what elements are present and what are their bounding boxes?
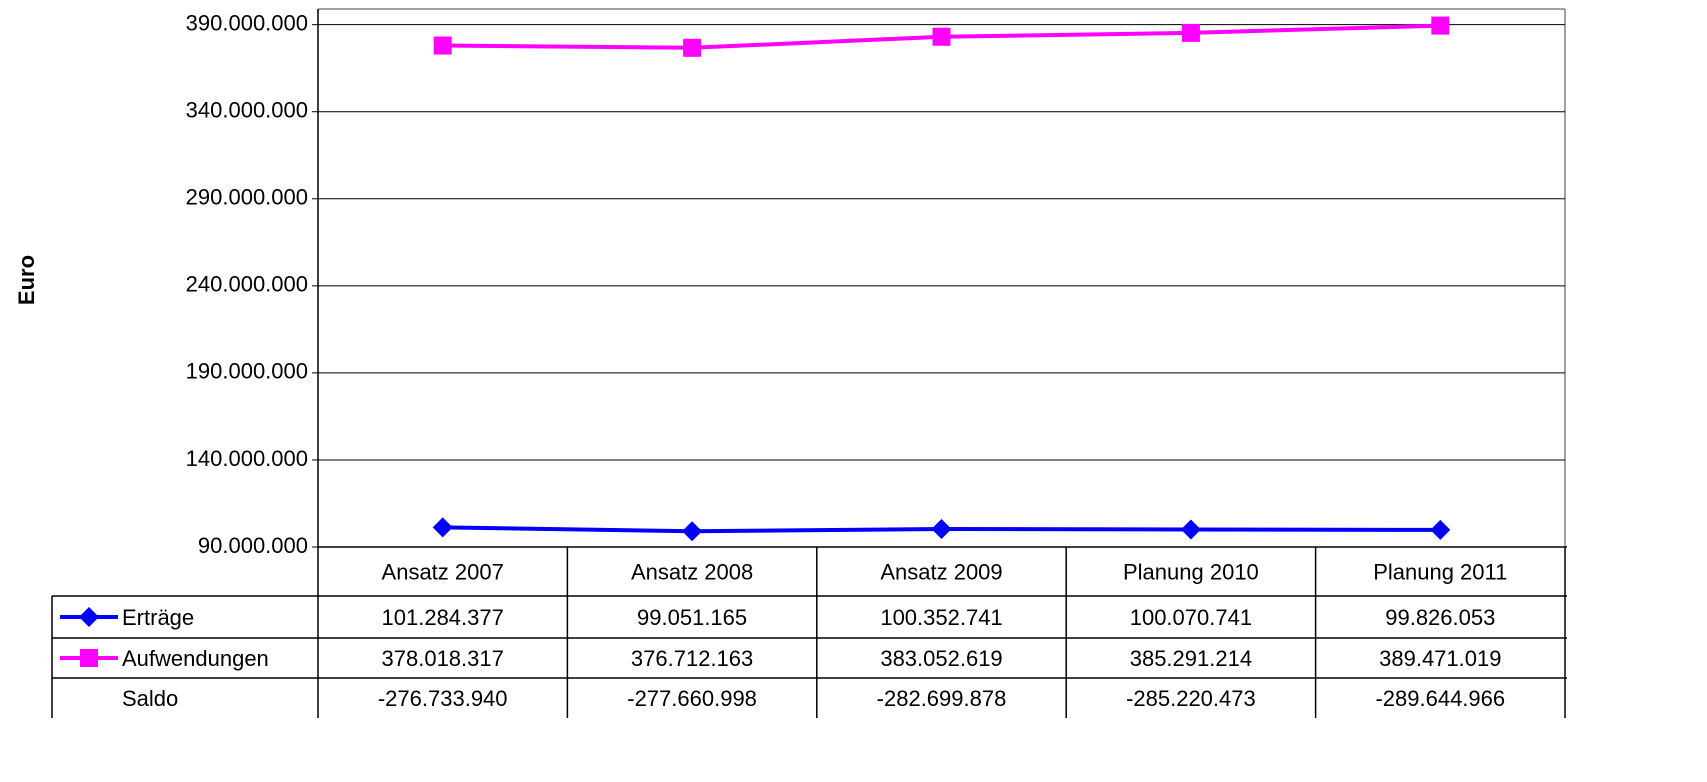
table-cell: -282.699.878: [877, 686, 1007, 711]
table-cell: 100.352.741: [880, 605, 1002, 630]
x-tick-label: Ansatz 2009: [880, 559, 1002, 584]
table-cell: 101.284.377: [382, 605, 504, 630]
table-cell: -285.220.473: [1126, 686, 1256, 711]
y-tick-label: 240.000.000: [186, 272, 308, 297]
point-marker: [433, 36, 452, 55]
x-tick-label: Ansatz 2007: [382, 559, 504, 584]
point-marker: [1430, 519, 1451, 540]
point-marker: [1181, 23, 1200, 42]
legend-marker: [80, 649, 98, 667]
point-marker: [432, 517, 453, 538]
table-cell: 383.052.619: [880, 646, 1002, 671]
y-axis-title: Euro: [14, 255, 39, 305]
table-cell: 99.826.053: [1385, 605, 1495, 630]
legend-label: Erträge: [122, 605, 194, 630]
x-tick-label: Ansatz 2008: [631, 559, 753, 584]
legend-marker: [79, 607, 99, 627]
y-tick-label: 140.000.000: [186, 446, 308, 471]
legend-label: Aufwendungen: [122, 646, 269, 671]
table-cell: -289.644.966: [1375, 686, 1505, 711]
table-cell: 99.051.165: [637, 605, 747, 630]
y-tick-label: 390.000.000: [186, 10, 308, 35]
point-marker: [683, 38, 702, 57]
table-cell: 100.070.741: [1130, 605, 1252, 630]
x-tick-label: Planung 2011: [1373, 559, 1507, 584]
y-tick-label: 190.000.000: [186, 359, 308, 384]
table-cell: 376.712.163: [631, 646, 753, 671]
table-cell: 389.471.019: [1379, 646, 1501, 671]
point-marker: [1180, 519, 1201, 540]
x-tick-label: Planung 2010: [1123, 559, 1259, 584]
y-tick-label: 290.000.000: [186, 185, 308, 210]
point-marker: [932, 27, 951, 46]
table-cell: -276.733.940: [378, 686, 508, 711]
y-tick-label: 340.000.000: [186, 98, 308, 123]
y-tick-label: 90.000.000: [198, 533, 308, 558]
point-marker: [682, 521, 703, 542]
table-cell: 378.018.317: [382, 646, 504, 671]
table-cell: -277.660.998: [627, 686, 757, 711]
table-cell: 385.291.214: [1130, 646, 1252, 671]
point-marker: [931, 518, 952, 539]
point-marker: [1431, 16, 1450, 35]
legend-label: Saldo: [122, 686, 178, 711]
